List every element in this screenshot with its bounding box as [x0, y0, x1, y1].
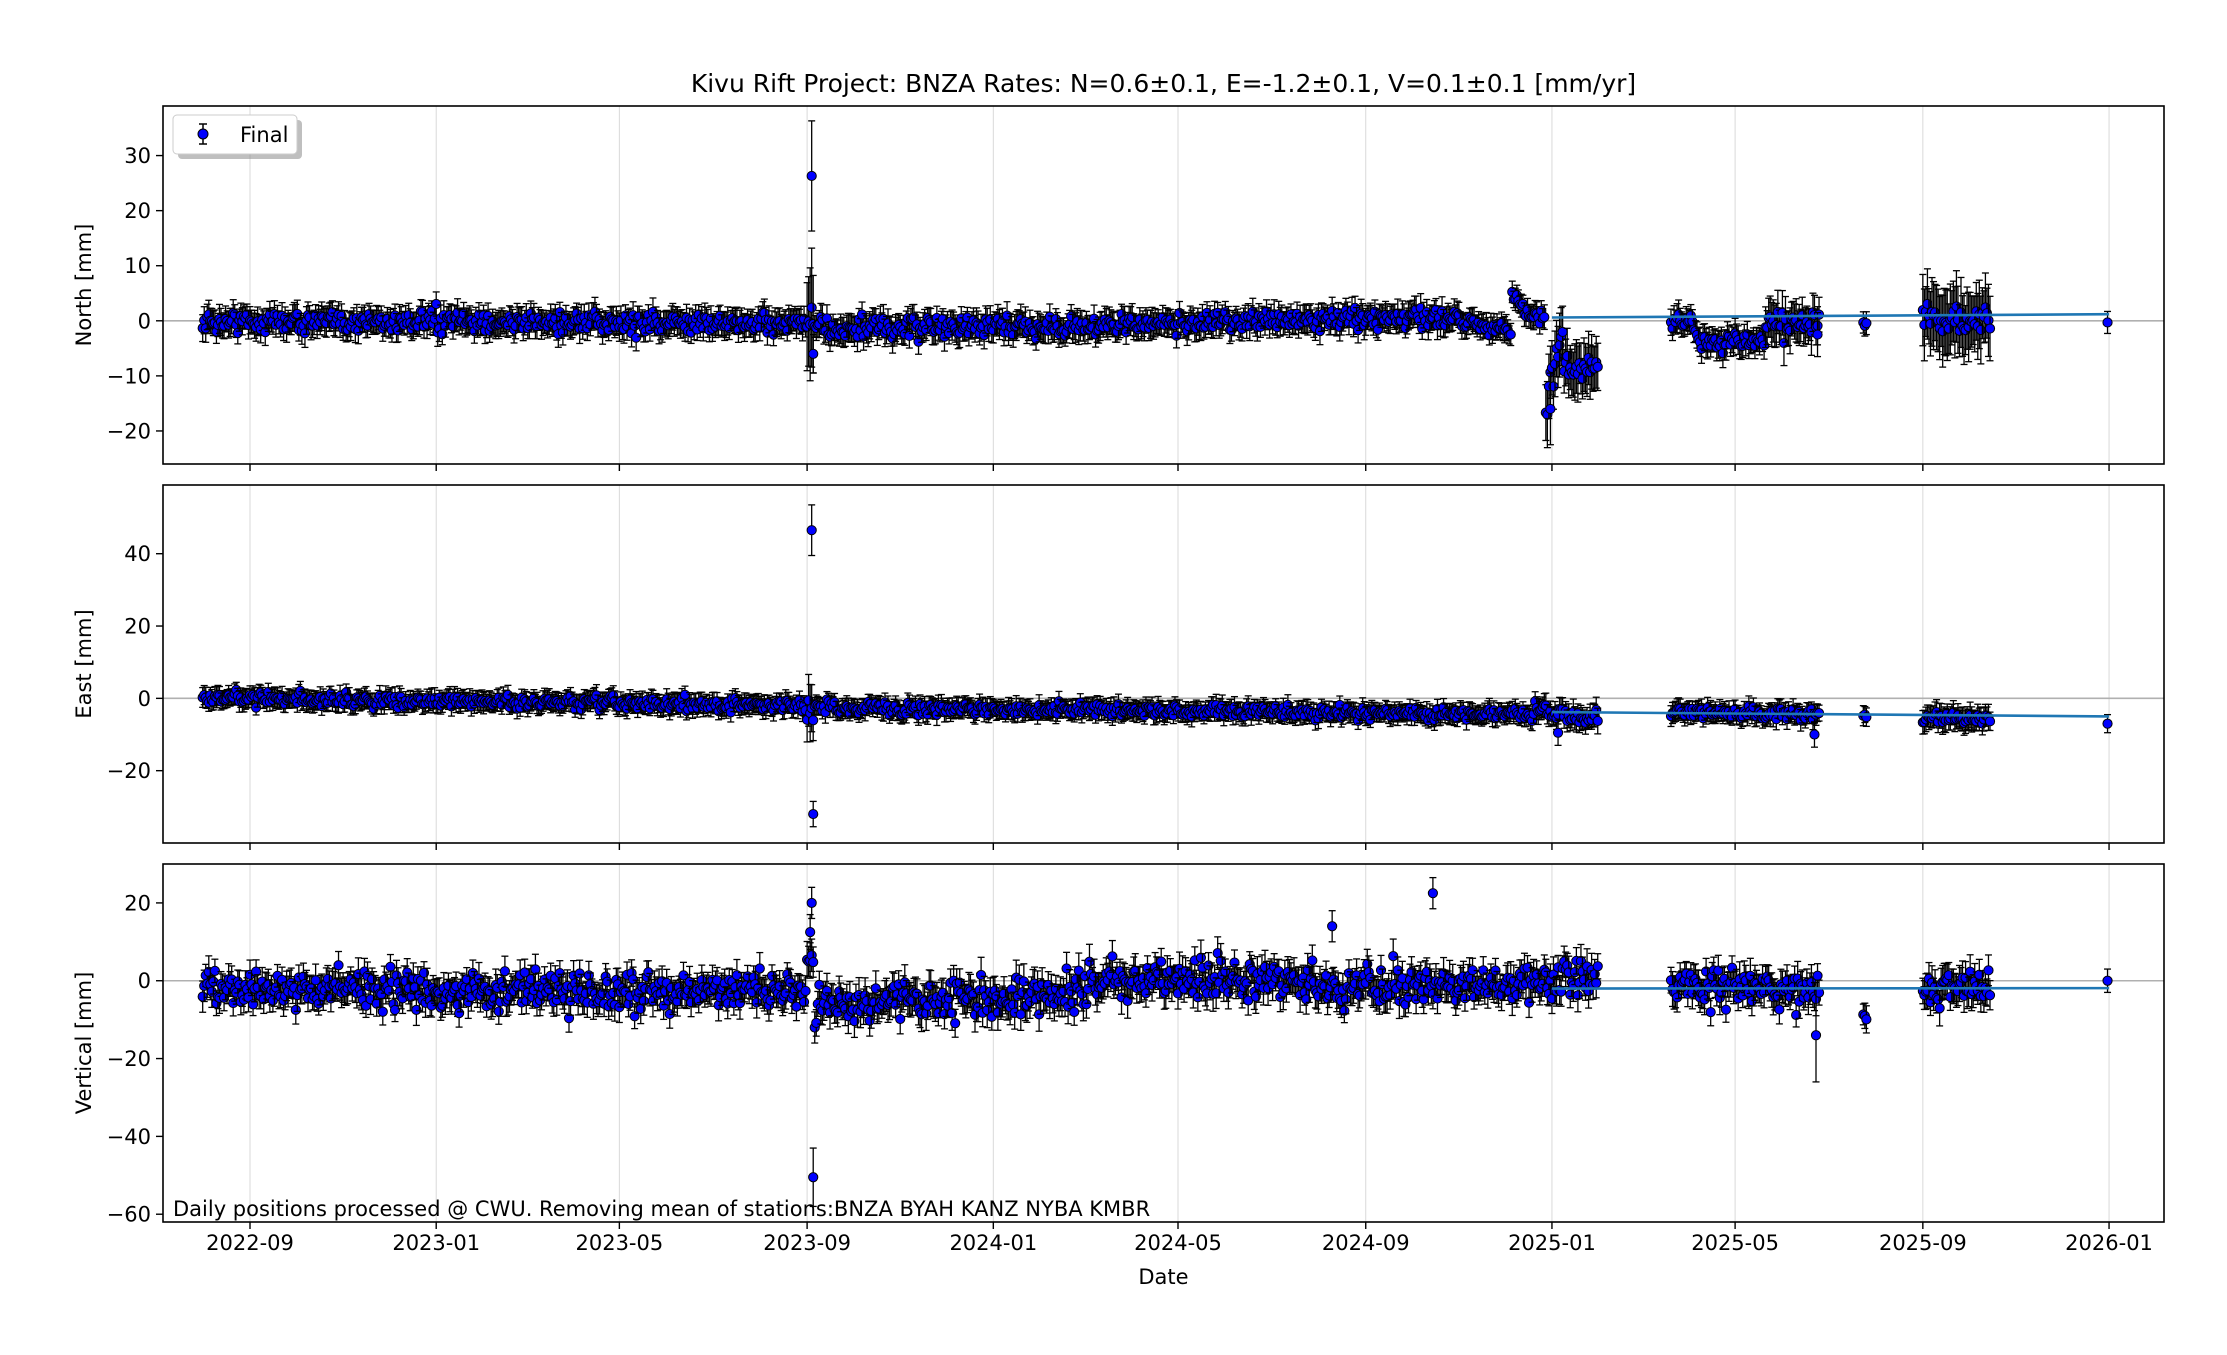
plot-frame	[162, 105, 2165, 465]
y-tick-label: −10	[107, 364, 151, 388]
data-point	[299, 328, 311, 339]
data-point	[806, 170, 817, 182]
data-point	[2102, 317, 2113, 328]
y-tick-label: 30	[124, 144, 151, 168]
data-point	[806, 302, 817, 313]
data-point	[1812, 329, 1823, 340]
data-point	[631, 332, 642, 343]
data-point	[808, 348, 819, 359]
data-point	[232, 327, 243, 339]
y-tick-label: 0	[138, 309, 151, 333]
y-tick-label: 20	[124, 199, 151, 223]
y-tick-label: 10	[124, 254, 151, 278]
data-point	[1545, 403, 1556, 415]
data-point	[821, 313, 833, 324]
linear-fit-line	[1551, 312, 2110, 319]
y-axis-label-north: North [mm]	[72, 224, 96, 347]
data-point	[431, 298, 442, 310]
data-point	[1861, 318, 1872, 329]
data-point	[856, 309, 868, 320]
data-point	[1592, 361, 1603, 372]
chart-title: Kivu Rift Project: BNZA Rates: N=0.6±0.1…	[691, 69, 1636, 98]
data-point	[1983, 315, 1994, 326]
panel-north: −20 −10 0 10 20 30 North [mm]	[72, 105, 2165, 471]
data-point	[1505, 329, 1516, 340]
y-tick-label: −20	[107, 419, 151, 443]
data-point	[1539, 312, 1550, 323]
data-point	[1984, 323, 1996, 334]
